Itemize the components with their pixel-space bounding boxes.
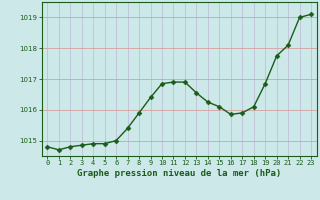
X-axis label: Graphe pression niveau de la mer (hPa): Graphe pression niveau de la mer (hPa) (77, 169, 281, 178)
